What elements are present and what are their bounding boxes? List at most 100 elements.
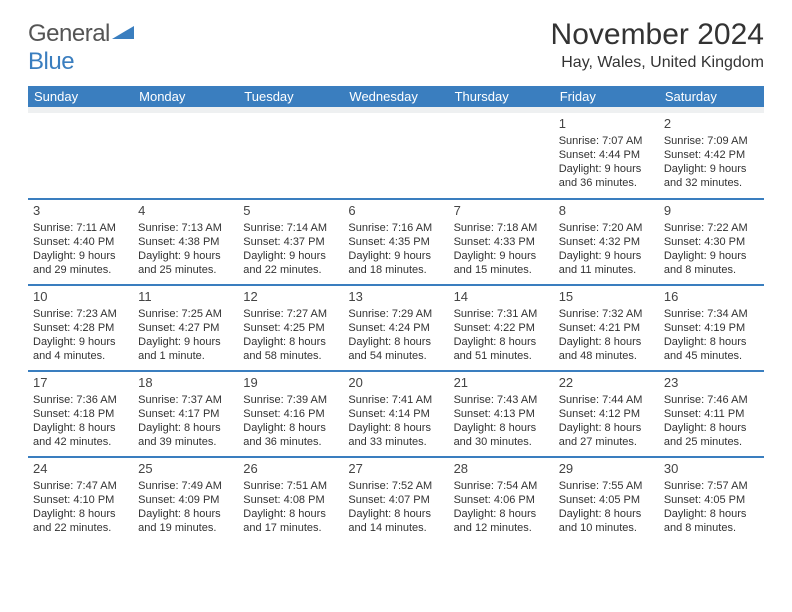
sunrise-line: Sunrise: 7:47 AM: [33, 479, 128, 493]
sunset-line: Sunset: 4:42 PM: [664, 148, 759, 162]
day-number: 6: [348, 203, 443, 220]
calendar-day: 5Sunrise: 7:14 AMSunset: 4:37 PMDaylight…: [238, 199, 343, 285]
calendar-week: 1Sunrise: 7:07 AMSunset: 4:44 PMDaylight…: [28, 113, 764, 199]
sunrise-line: Sunrise: 7:37 AM: [138, 393, 233, 407]
calendar-day: 29Sunrise: 7:55 AMSunset: 4:05 PMDayligh…: [554, 457, 659, 543]
sunrise-line: Sunrise: 7:23 AM: [33, 307, 128, 321]
sunrise-line: Sunrise: 7:20 AM: [559, 221, 654, 235]
day-number: 29: [559, 461, 654, 478]
sunrise-line: Sunrise: 7:51 AM: [243, 479, 338, 493]
daylight-line: Daylight: 8 hours and 36 minutes.: [243, 421, 338, 449]
month-title: November 2024: [551, 18, 764, 52]
weekday-header-row: SundayMondayTuesdayWednesdayThursdayFrid…: [28, 86, 764, 107]
day-number: 5: [243, 203, 338, 220]
daylight-line: Daylight: 9 hours and 32 minutes.: [664, 162, 759, 190]
day-number: 21: [454, 375, 549, 392]
calendar-week: 10Sunrise: 7:23 AMSunset: 4:28 PMDayligh…: [28, 285, 764, 371]
day-number: 19: [243, 375, 338, 392]
sunset-line: Sunset: 4:10 PM: [33, 493, 128, 507]
calendar-day: 9Sunrise: 7:22 AMSunset: 4:30 PMDaylight…: [659, 199, 764, 285]
daylight-line: Daylight: 9 hours and 1 minute.: [138, 335, 233, 363]
day-number: 13: [348, 289, 443, 306]
day-number: 4: [138, 203, 233, 220]
sunset-line: Sunset: 4:40 PM: [33, 235, 128, 249]
calendar-day: 17Sunrise: 7:36 AMSunset: 4:18 PMDayligh…: [28, 371, 133, 457]
sunset-line: Sunset: 4:30 PM: [664, 235, 759, 249]
sunrise-line: Sunrise: 7:16 AM: [348, 221, 443, 235]
daylight-line: Daylight: 9 hours and 15 minutes.: [454, 249, 549, 277]
calendar-table: SundayMondayTuesdayWednesdayThursdayFrid…: [28, 86, 764, 543]
sunrise-line: Sunrise: 7:39 AM: [243, 393, 338, 407]
sunset-line: Sunset: 4:17 PM: [138, 407, 233, 421]
calendar-day: 16Sunrise: 7:34 AMSunset: 4:19 PMDayligh…: [659, 285, 764, 371]
daylight-line: Daylight: 9 hours and 22 minutes.: [243, 249, 338, 277]
sunrise-line: Sunrise: 7:31 AM: [454, 307, 549, 321]
sunrise-line: Sunrise: 7:32 AM: [559, 307, 654, 321]
sunrise-line: Sunrise: 7:34 AM: [664, 307, 759, 321]
daylight-line: Daylight: 8 hours and 27 minutes.: [559, 421, 654, 449]
calendar-day: 4Sunrise: 7:13 AMSunset: 4:38 PMDaylight…: [133, 199, 238, 285]
daylight-line: Daylight: 8 hours and 45 minutes.: [664, 335, 759, 363]
day-number: 2: [664, 116, 759, 133]
sunset-line: Sunset: 4:19 PM: [664, 321, 759, 335]
day-number: 11: [138, 289, 233, 306]
calendar-day: 12Sunrise: 7:27 AMSunset: 4:25 PMDayligh…: [238, 285, 343, 371]
sunrise-line: Sunrise: 7:09 AM: [664, 134, 759, 148]
weekday-header: Saturday: [659, 86, 764, 107]
sunset-line: Sunset: 4:24 PM: [348, 321, 443, 335]
sunset-line: Sunset: 4:07 PM: [348, 493, 443, 507]
calendar-week: 17Sunrise: 7:36 AMSunset: 4:18 PMDayligh…: [28, 371, 764, 457]
calendar-day: 23Sunrise: 7:46 AMSunset: 4:11 PMDayligh…: [659, 371, 764, 457]
calendar-day: 20Sunrise: 7:41 AMSunset: 4:14 PMDayligh…: [343, 371, 448, 457]
sunrise-line: Sunrise: 7:36 AM: [33, 393, 128, 407]
header: General Blue November 2024 Hay, Wales, U…: [28, 18, 764, 76]
calendar-day: 28Sunrise: 7:54 AMSunset: 4:06 PMDayligh…: [449, 457, 554, 543]
day-number: 17: [33, 375, 128, 392]
calendar-empty: [449, 113, 554, 199]
sunrise-line: Sunrise: 7:52 AM: [348, 479, 443, 493]
sunrise-line: Sunrise: 7:11 AM: [33, 221, 128, 235]
day-number: 26: [243, 461, 338, 478]
sunrise-line: Sunrise: 7:55 AM: [559, 479, 654, 493]
day-number: 25: [138, 461, 233, 478]
day-number: 8: [559, 203, 654, 220]
sunrise-line: Sunrise: 7:18 AM: [454, 221, 549, 235]
sunrise-line: Sunrise: 7:14 AM: [243, 221, 338, 235]
daylight-line: Daylight: 8 hours and 42 minutes.: [33, 421, 128, 449]
sunset-line: Sunset: 4:28 PM: [33, 321, 128, 335]
daylight-line: Daylight: 8 hours and 22 minutes.: [33, 507, 128, 535]
calendar-day: 27Sunrise: 7:52 AMSunset: 4:07 PMDayligh…: [343, 457, 448, 543]
calendar-day: 22Sunrise: 7:44 AMSunset: 4:12 PMDayligh…: [554, 371, 659, 457]
calendar-empty: [133, 113, 238, 199]
sunrise-line: Sunrise: 7:43 AM: [454, 393, 549, 407]
sunrise-line: Sunrise: 7:54 AM: [454, 479, 549, 493]
weekday-header: Friday: [554, 86, 659, 107]
weekday-header: Monday: [133, 86, 238, 107]
calendar-day: 3Sunrise: 7:11 AMSunset: 4:40 PMDaylight…: [28, 199, 133, 285]
daylight-line: Daylight: 8 hours and 19 minutes.: [138, 507, 233, 535]
day-number: 3: [33, 203, 128, 220]
daylight-line: Daylight: 8 hours and 17 minutes.: [243, 507, 338, 535]
calendar-day: 15Sunrise: 7:32 AMSunset: 4:21 PMDayligh…: [554, 285, 659, 371]
sunset-line: Sunset: 4:08 PM: [243, 493, 338, 507]
calendar-day: 13Sunrise: 7:29 AMSunset: 4:24 PMDayligh…: [343, 285, 448, 371]
day-number: 1: [559, 116, 654, 133]
weekday-header: Thursday: [449, 86, 554, 107]
sunset-line: Sunset: 4:25 PM: [243, 321, 338, 335]
sunset-line: Sunset: 4:09 PM: [138, 493, 233, 507]
weekday-header: Wednesday: [343, 86, 448, 107]
sunset-line: Sunset: 4:05 PM: [664, 493, 759, 507]
daylight-line: Daylight: 8 hours and 39 minutes.: [138, 421, 233, 449]
sunset-line: Sunset: 4:05 PM: [559, 493, 654, 507]
day-number: 20: [348, 375, 443, 392]
daylight-line: Daylight: 8 hours and 12 minutes.: [454, 507, 549, 535]
sunset-line: Sunset: 4:27 PM: [138, 321, 233, 335]
daylight-line: Daylight: 8 hours and 33 minutes.: [348, 421, 443, 449]
day-number: 28: [454, 461, 549, 478]
daylight-line: Daylight: 9 hours and 18 minutes.: [348, 249, 443, 277]
daylight-line: Daylight: 8 hours and 30 minutes.: [454, 421, 549, 449]
calendar-day: 25Sunrise: 7:49 AMSunset: 4:09 PMDayligh…: [133, 457, 238, 543]
day-number: 9: [664, 203, 759, 220]
sunset-line: Sunset: 4:37 PM: [243, 235, 338, 249]
sunset-line: Sunset: 4:16 PM: [243, 407, 338, 421]
